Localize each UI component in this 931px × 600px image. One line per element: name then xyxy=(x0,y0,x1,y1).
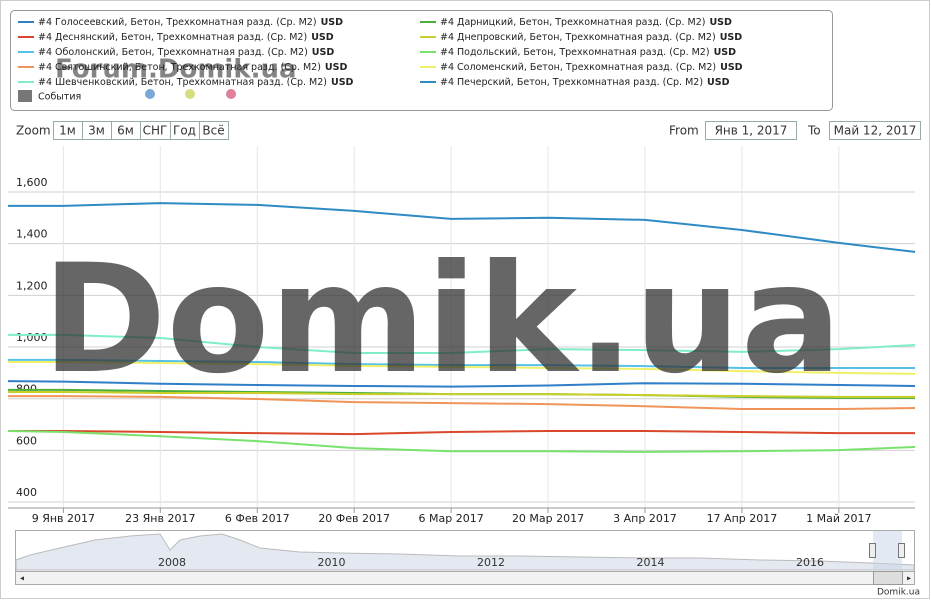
navigator-year: 2008 xyxy=(158,556,186,569)
to-label: To xyxy=(807,124,821,138)
x-tick-label: 20 Фев 2017 xyxy=(318,512,390,525)
legend-label[interactable]: #4 Деснянский, Бетон, Трехкомнатная разд… xyxy=(38,32,334,43)
legend-label[interactable]: #4 Шевченковский, Бетон, Трехкомнатная р… xyxy=(38,77,354,88)
x-tick-label: 6 Фев 2017 xyxy=(225,512,290,525)
navigator-year: 2012 xyxy=(477,556,505,569)
legend-label[interactable]: #4 Дарницкий, Бетон, Трехкомнатная разд.… xyxy=(440,17,732,28)
legend-label[interactable]: #4 Соломенский, Бетон, Трехкомнатная раз… xyxy=(440,62,743,73)
y-tick-label: 1,600 xyxy=(16,176,48,189)
x-tick-label: 9 Янв 2017 xyxy=(32,512,95,525)
to-input[interactable] xyxy=(829,121,921,140)
to-value[interactable]: Май 12, 2017 xyxy=(834,124,917,138)
zoom-button-label[interactable]: СНГ xyxy=(143,124,168,138)
zoom-label: Zoom xyxy=(16,124,51,138)
series-line xyxy=(7,430,916,453)
from-value[interactable]: Янв 1, 2017 xyxy=(715,124,788,138)
x-tick-label: 6 Мар 2017 xyxy=(419,512,484,525)
credit[interactable]: Domik.ua xyxy=(877,588,920,598)
event-dot xyxy=(185,89,195,99)
from-label: From xyxy=(669,124,699,138)
legend-label[interactable]: #4 Днепровский, Бетон, Трехкомнатная раз… xyxy=(440,32,742,43)
scrollbar[interactable] xyxy=(15,571,915,585)
zoom-button-label[interactable]: Всё xyxy=(202,124,224,138)
y-tick-label: 400 xyxy=(16,486,37,499)
navigator-year: 2010 xyxy=(318,556,346,569)
legend-box xyxy=(10,10,833,111)
navigator-year: 2014 xyxy=(637,556,665,569)
navigator-handle[interactable] xyxy=(869,543,876,558)
plot-area xyxy=(8,146,915,508)
legend-label[interactable]: #4 Подольский, Бетон, Трехкомнатная разд… xyxy=(440,47,736,58)
series-line xyxy=(8,358,915,369)
scroll-right[interactable]: ▸ xyxy=(907,574,911,583)
zoom-button-label[interactable]: Год xyxy=(173,124,196,138)
scroll-left[interactable]: ◂ xyxy=(20,574,24,583)
series-line xyxy=(8,361,916,375)
navigator-series xyxy=(15,533,915,571)
zoom-button-label[interactable]: 3м xyxy=(88,124,105,138)
legend-label[interactable]: #4 Голосеевский, Бетон, Трехкомнатная ра… xyxy=(38,17,343,28)
x-tick-label: 20 Мар 2017 xyxy=(512,512,584,525)
series-line xyxy=(8,391,915,398)
navigator-range[interactable] xyxy=(873,531,902,570)
series-line xyxy=(8,202,916,253)
scrollbar-thumb[interactable] xyxy=(873,571,903,585)
watermark: Domik.ua xyxy=(42,233,842,407)
x-tick-label: 17 Апр 2017 xyxy=(707,512,778,525)
zoom-button-label[interactable]: 6м xyxy=(117,124,134,138)
forum-watermark: Forum.Domik.ua xyxy=(55,55,297,85)
zoom-button-label[interactable]: 1м xyxy=(59,124,76,138)
series-line xyxy=(8,430,915,436)
zoom-button[interactable] xyxy=(199,121,229,140)
x-tick-label: 1 Май 2017 xyxy=(806,512,871,525)
y-tick-label: 1,400 xyxy=(16,228,48,241)
events-label[interactable]: События xyxy=(38,92,81,103)
navigator-year: 2016 xyxy=(796,556,824,569)
series-line xyxy=(8,395,916,410)
x-tick-label: 3 Апр 2017 xyxy=(613,512,677,525)
legend-label[interactable]: #4 Оболонский, Бетон, Трехкомнатная разд… xyxy=(38,47,334,58)
series-line xyxy=(7,380,916,388)
y-tick-label: 600 xyxy=(16,434,37,447)
events-icon xyxy=(18,90,32,102)
legend-label[interactable]: #4 Святошинский, Бетон, Трехкомнатная ра… xyxy=(38,62,347,73)
x-tick-label: 23 Янв 2017 xyxy=(125,512,195,525)
series-line xyxy=(8,333,916,354)
event-dot xyxy=(226,89,236,99)
navigator-handle[interactable] xyxy=(898,543,905,558)
from-input[interactable] xyxy=(705,121,797,140)
y-tick-label: 1,200 xyxy=(16,279,48,292)
event-dot xyxy=(145,89,155,99)
legend-label[interactable]: #4 Печерский, Бетон, Трехкомнатная разд.… xyxy=(440,77,730,88)
